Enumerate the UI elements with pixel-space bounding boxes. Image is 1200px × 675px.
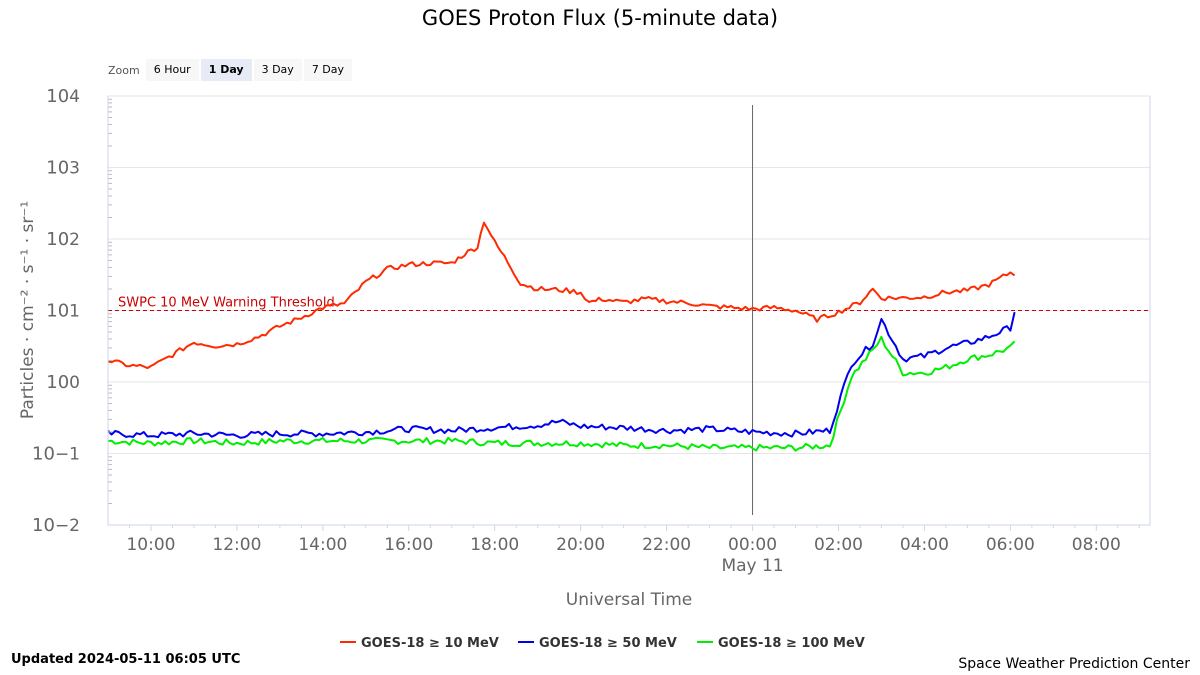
series-50mev-line bbox=[107, 311, 1016, 439]
chart-title: GOES Proton Flux (5-minute data) bbox=[421, 6, 779, 30]
y-tick-label: 100 bbox=[46, 372, 80, 393]
zoom-7day-button[interactable]: 7 Day bbox=[303, 59, 353, 81]
y-axis-title: Particles · cm⁻² · s⁻¹ · sr⁻¹ bbox=[18, 201, 38, 419]
x-tick-label: 22:00 bbox=[642, 535, 691, 555]
credit-text: Space Weather Prediction Center bbox=[958, 656, 1190, 672]
x-tick-label: 10:00 bbox=[126, 535, 175, 555]
zoom-3day-button[interactable]: 3 Day bbox=[253, 59, 302, 81]
x-tick-label: 04:00 bbox=[900, 535, 949, 555]
x-tick-label: 14:00 bbox=[298, 535, 347, 555]
x-tick-label: 20:00 bbox=[556, 535, 605, 555]
zoom-1day-button[interactable]: 1 Day bbox=[200, 59, 252, 81]
y-tick-label: 101 bbox=[46, 301, 80, 322]
x-tick-label: 00:00 bbox=[728, 535, 777, 555]
y-tick-label: 104 bbox=[46, 86, 80, 107]
x-tick-label: 02:00 bbox=[814, 535, 863, 555]
x-tick-label: 08:00 bbox=[1072, 535, 1121, 555]
legend-label: GOES-18 ≥ 100 MeV bbox=[718, 636, 865, 651]
threshold-label: SWPC 10 MeV Warning Threshold bbox=[118, 296, 335, 311]
zoom-label: Zoom bbox=[108, 63, 140, 77]
x-tick-label: 16:00 bbox=[384, 535, 433, 555]
x-date-label: May 11 bbox=[721, 556, 783, 576]
legend-item-10mev[interactable]: GOES-18 ≥ 10 MeV bbox=[340, 636, 499, 651]
threshold-group: SWPC 10 MeV Warning Threshold bbox=[108, 296, 1150, 311]
axes: 104 103 102 101 100 10−1 10−2 10:00 12:00 14:00 16… bbox=[32, 86, 1150, 576]
zoom-bar: Zoom 6 Hour 1 Day 3 Day 7 Day bbox=[103, 59, 354, 81]
y-tick-label: 102 bbox=[46, 229, 80, 250]
series-layer bbox=[107, 221, 1016, 452]
x-tick-label: 18:00 bbox=[470, 535, 519, 555]
legend-item-50mev[interactable]: GOES-18 ≥ 50 MeV bbox=[518, 636, 677, 651]
zoom-6hour-button[interactable]: 6 Hour bbox=[145, 59, 199, 81]
series-100mev-line bbox=[107, 335, 1016, 452]
y-tick-label: 10−2 bbox=[32, 515, 80, 536]
legend-label: GOES-18 ≥ 50 MeV bbox=[539, 636, 677, 651]
x-tick-label: 12:00 bbox=[212, 535, 261, 555]
x-axis-title: Universal Time bbox=[566, 590, 692, 610]
legend-label: GOES-18 ≥ 10 MeV bbox=[361, 636, 499, 651]
legend-item-100mev[interactable]: GOES-18 ≥ 100 MeV bbox=[697, 636, 865, 651]
x-tick-label: 06:00 bbox=[986, 535, 1035, 555]
y-tick-label: 10−1 bbox=[32, 444, 80, 465]
series-10mev-line bbox=[107, 221, 1016, 370]
legend: GOES-18 ≥ 10 MeV GOES-18 ≥ 50 MeV GOES-18 … bbox=[340, 636, 865, 651]
updated-timestamp: Updated 2024-05-11 06:05 UTC bbox=[11, 652, 241, 667]
y-tick-label: 103 bbox=[46, 158, 80, 179]
